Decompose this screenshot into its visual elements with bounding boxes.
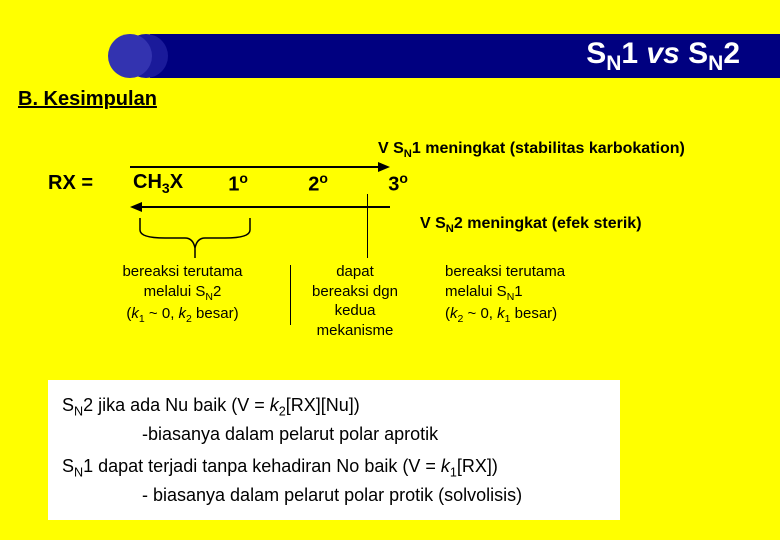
note-sn1: V SN1 meningkat (stabilitas karbokation) [378,140,685,160]
explain-right-l3: (k2 ~ 0, k1 besar) [445,304,615,327]
box-line3: SN1 dapat terjadi tanpa kehadiran No bai… [62,453,606,482]
explain-mid: dapat bereaksi dgn kedua mekanisme [290,262,420,340]
title-sn2-n: N [708,52,723,75]
title-vs: vs [646,37,679,70]
explain-mid-l1: dapat [290,262,420,282]
connector-tertiary [367,194,368,258]
note-sn2: V SN2 meningkat (efek sterik) [420,215,642,235]
explain-mid-l2: bereaksi dgn [290,282,420,302]
explain-left: bereaksi terutama melalui SN2 (k1 ~ 0, k… [100,262,265,340]
explain-row: bereaksi terutama melalui SN2 (k1 ~ 0, k… [100,262,730,340]
scale-ch3sub: 3 [162,180,170,196]
page-title: SN1 vs SN2 [586,37,740,76]
scale-primary: 1o [213,170,263,197]
scale-tertiary: 3o [373,170,423,197]
note-sn2-sub: N [446,223,454,235]
title-sn2-2: 2 [723,37,740,70]
explain-left-l1: bereaksi terutama [100,262,265,282]
scale-3deg: o [399,170,408,186]
note-sn2-post: 2 meningkat (efek sterik) [454,215,642,232]
note-sn2-pre: V S [420,215,446,232]
note-sn1-post: 1 meningkat (stabilitas karbokation) [412,140,685,157]
scale-row: RX = CH3X 1o 2o 3o [48,170,423,197]
scale-ch3x: CH3X [133,171,183,196]
bracket-icon [135,218,255,258]
summary-box: SN2 jika ada Nu baik (V = k2[RX][Nu]) -b… [48,380,620,520]
explain-right: bereaksi terutama melalui SN1 (k2 ~ 0, k… [445,262,615,340]
explain-mid-l3: kedua [290,301,420,321]
scale-secondary: 2o [293,170,343,197]
title-sn1-s: S [586,37,606,70]
box-line4: - biasanya dalam pelarut polar protik (s… [62,482,606,508]
scale-ch: CH [133,171,162,193]
scale-2: 2 [308,174,319,196]
arrow-left-icon [130,200,390,212]
scale-x: X [170,171,183,193]
title-sn2-s: S [688,37,708,70]
note-sn1-sub: N [404,148,412,160]
title-bar: SN1 vs SN2 [150,34,780,78]
scale-1deg: o [239,170,248,186]
title-sn1-n: N [606,52,621,75]
scale-3: 3 [388,174,399,196]
title-decoration [110,34,190,78]
explain-left-l3: (k1 ~ 0, k2 besar) [100,304,265,327]
section-subtitle: B. Kesimpulan [18,88,157,111]
box-line1: SN2 jika ada Nu baik (V = k2[RX][Nu]) [62,392,606,421]
explain-right-l1: bereaksi terutama [445,262,615,282]
note-sn1-pre: V S [378,140,404,157]
scale-rx-label: RX = [48,172,103,195]
explain-left-l2: melalui SN2 [100,282,265,305]
box-line2: -biasanya dalam pelarut polar aprotik [62,421,606,447]
scale-1: 1 [228,174,239,196]
explain-mid-l4: mekanisme [290,321,420,341]
explain-right-l2: melalui SN1 [445,282,615,305]
title-sn1-1: 1 [621,37,638,70]
scale-2deg: o [319,170,328,186]
